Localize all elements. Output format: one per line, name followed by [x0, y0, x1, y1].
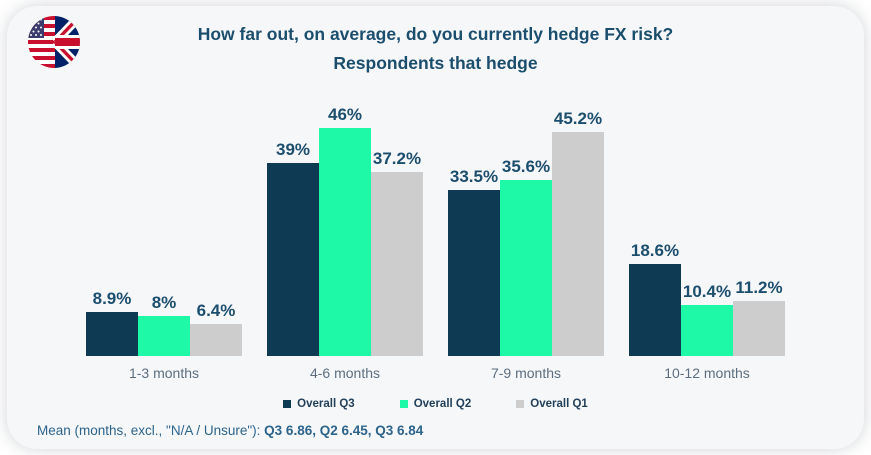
bar [319, 128, 371, 356]
bar-value-label: 8.9% [92, 288, 132, 308]
bar-value-label: 8% [151, 293, 177, 313]
bar [629, 263, 681, 356]
bar-column: 46% [319, 105, 371, 356]
bar [190, 324, 242, 356]
category-label: 10-12 months [664, 365, 750, 381]
bar [371, 171, 423, 356]
bar-column: 45.2% [552, 109, 604, 356]
legend-item: Overall Q2 [399, 398, 472, 410]
bar-value-label: 33.5% [449, 167, 499, 187]
bar-column: 35.6% [500, 157, 552, 356]
chart-legend: Overall Q3 Overall Q2 Overall Q1 [7, 398, 864, 410]
mean-note: Mean (months, excl., "N/A / Unsure"): Q3… [7, 423, 864, 438]
bar [138, 316, 190, 356]
category-axis: 1-3 months 4-6 months 7-9 months 10-12 mont… [7, 365, 864, 381]
bar-value-label: 45.2% [553, 109, 603, 129]
bar-value-label: 39% [275, 139, 311, 159]
bar-column: 6.4% [190, 301, 242, 356]
legend-swatch [399, 400, 408, 408]
bar [552, 132, 604, 356]
bar-chart: 8.9% 8% 6.4% 39% 46% 37.2% 33.5% 35.6% 45.2% 18.6… [7, 105, 864, 356]
chart-title-line2: Respondents that hedge [333, 53, 538, 73]
bar-value-label: 11.2% [735, 277, 783, 297]
bar-value-label: 35.6% [501, 156, 551, 176]
report-card: How far out, on average, do you currentl… [7, 6, 864, 449]
legend-label: Overall Q2 [413, 398, 472, 410]
bar-column: 18.6% [629, 241, 681, 356]
bar-group: 8.9% 8% 6.4% [86, 124, 242, 356]
legend-item: Overall Q3 [283, 398, 355, 410]
category-label: 7-9 months [490, 365, 562, 381]
bar-column: 33.5% [448, 167, 500, 356]
bar-group: 18.6% 10.4% 11.2% [629, 124, 785, 356]
chart-title: How far out, on average, do you currentl… [7, 6, 864, 78]
chart-title-line1: How far out, on average, do you currentl… [197, 24, 674, 44]
bar-value-label: 6.4% [196, 301, 236, 321]
legend-item: Overall Q1 [516, 398, 588, 410]
legend-swatch [516, 400, 525, 408]
bar [448, 190, 500, 356]
bar-value-label: 18.6% [630, 240, 680, 260]
bar-value-label: 37.2% [372, 148, 422, 168]
category-label: 4-6 months [309, 365, 381, 381]
bar [267, 162, 319, 356]
mean-note-values: Q3 6.86, Q2 6.45, Q3 6.84 [264, 423, 424, 438]
legend-label: Overall Q1 [530, 398, 588, 410]
bar-column: 8% [138, 293, 190, 356]
bar-column: 8.9% [86, 289, 138, 356]
bar [500, 179, 552, 356]
bar-column: 37.2% [371, 149, 423, 356]
us-uk-flag-icon [28, 16, 80, 68]
bar-column: 10.4% [681, 282, 733, 356]
legend-label: Overall Q3 [297, 398, 355, 410]
bar [733, 300, 785, 356]
bar-column: 11.2% [733, 278, 785, 356]
bar-value-label: 10.4% [682, 281, 732, 301]
category-label: 1-3 months [128, 365, 200, 381]
bar-column: 39% [267, 140, 319, 356]
legend-swatch [283, 400, 292, 408]
bar-group: 33.5% 35.6% 45.2% [448, 109, 604, 356]
mean-note-prefix: Mean (months, excl., "N/A / Unsure"): [37, 423, 265, 438]
bar [86, 311, 138, 356]
bar [681, 304, 733, 356]
bar-value-label: 46% [327, 105, 363, 125]
bar-group: 39% 46% 37.2% [267, 105, 423, 356]
